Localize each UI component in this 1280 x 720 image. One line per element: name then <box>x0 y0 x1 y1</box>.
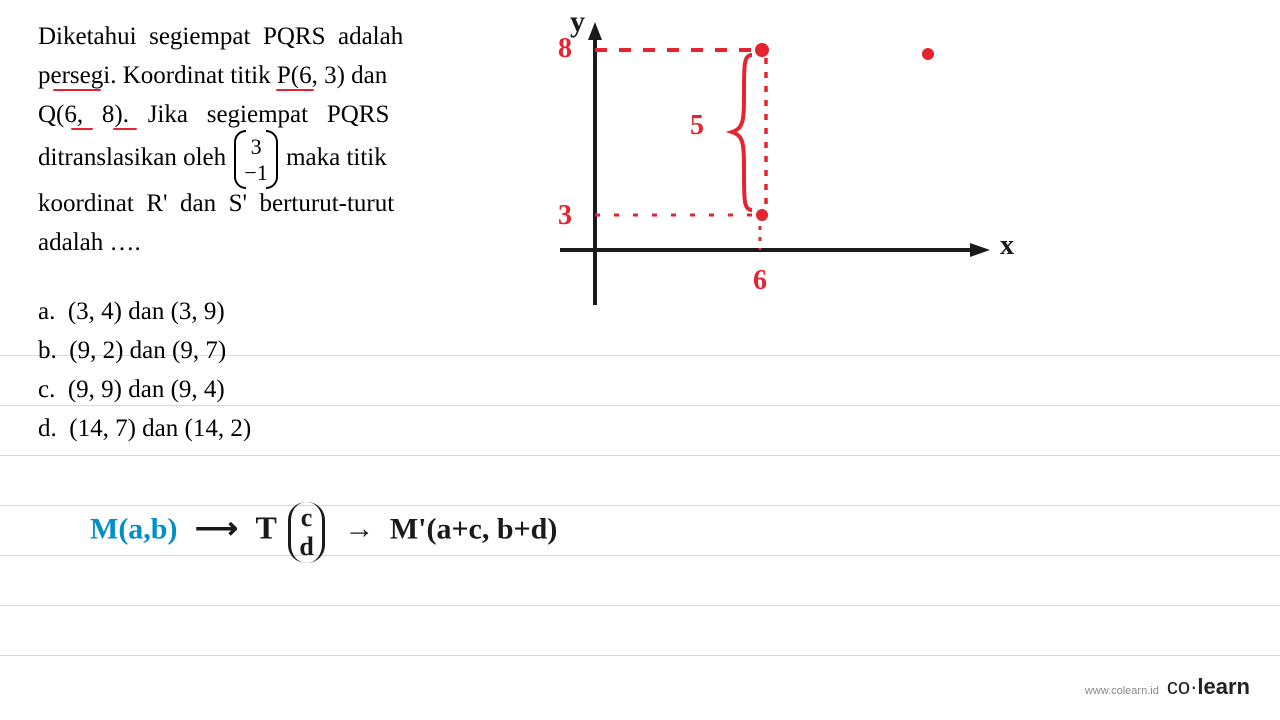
footer: www.colearn.id co·learn <box>1085 674 1250 700</box>
y-tick-8: 8 <box>558 33 572 65</box>
y-tick-3: 3 <box>558 200 572 232</box>
red-underline <box>276 89 314 91</box>
formula-matrix: c d <box>288 500 324 563</box>
x-axis-label: x <box>1000 230 1014 262</box>
matrix-bottom: −1 <box>244 160 267 185</box>
formula-t: T <box>256 509 277 545</box>
red-underline <box>71 128 93 130</box>
option-b: b. (9, 2) dan (9, 7) <box>38 332 226 371</box>
option-d: d. (14, 7) dan (14, 2) <box>38 410 251 449</box>
problem-line-2: persegi. Koordinat titik P(6, 3) dan <box>38 57 458 96</box>
problem-line-4b: maka titik <box>286 144 387 171</box>
y-axis-arrow <box>588 22 602 40</box>
footer-logo: co·learn <box>1167 674 1250 700</box>
arrow-icon: → <box>344 512 374 545</box>
option-c: c. (9, 9) dan (9, 4) <box>38 371 225 410</box>
translation-formula: M(a,b) ⟶ T c d → M'(a+c, b+d) <box>90 500 557 563</box>
problem-line-3: Q(6, 8). Jika segiempat PQRS <box>38 96 458 135</box>
translation-matrix: 3 −1 <box>234 134 277 185</box>
formula-m-ab: M(a,b) <box>90 512 177 545</box>
formula-matrix-c: c <box>301 504 313 533</box>
problem-line-4a: ditranslasikan oleh <box>38 144 226 171</box>
problem-line-4: ditranslasikan oleh 3 −1 maka titik <box>38 134 458 185</box>
red-underline <box>113 128 137 130</box>
problem-line-1: Diketahui segiempat PQRS adalah <box>38 18 458 57</box>
logo-post: learn <box>1197 674 1250 699</box>
problem-line-5: koordinat R' dan S' berturut-turut <box>38 185 458 224</box>
arrow-icon: ⟶ <box>195 512 238 545</box>
point-q <box>755 43 769 57</box>
rule-line <box>0 605 1280 606</box>
footer-url: www.colearn.id <box>1085 685 1159 697</box>
x-axis-arrow <box>970 243 990 257</box>
x-tick-6: 6 <box>753 265 767 297</box>
formula-m-prime: M'(a+c, b+d) <box>390 512 558 545</box>
problem-line-6: adalah …. <box>38 224 458 263</box>
point-p <box>756 209 768 221</box>
formula-matrix-d: d <box>299 533 313 562</box>
problem-statement: Diketahui segiempat PQRS adalah persegi.… <box>38 18 458 262</box>
red-underline <box>53 89 101 91</box>
option-a: a. (3, 4) dan (3, 9) <box>38 293 225 332</box>
point-extra <box>922 48 934 60</box>
coordinate-graph <box>500 10 1060 340</box>
rule-line <box>0 655 1280 656</box>
y-axis-label: y <box>570 5 585 39</box>
brace-label-5: 5 <box>690 110 704 142</box>
rule-line <box>0 455 1280 456</box>
brace-icon <box>732 55 752 210</box>
logo-pre: co <box>1167 674 1190 699</box>
matrix-top: 3 <box>251 134 262 159</box>
